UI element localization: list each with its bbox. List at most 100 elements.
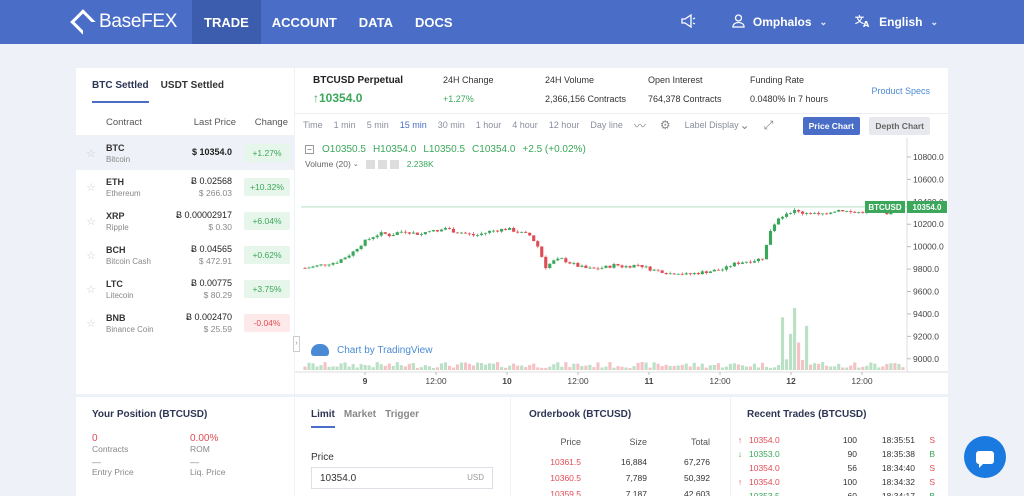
- volume-bar: [865, 365, 869, 370]
- timeframe-option[interactable]: 5 min: [366, 120, 389, 130]
- collapse-sidebar-handle[interactable]: ›: [293, 336, 300, 352]
- market-row[interactable]: ☆ BCH Bitcoin Cash Ƀ 0.04565 $ 472.91 +0.62%: [76, 238, 294, 272]
- trade-arrow-icon: ↑: [737, 477, 743, 487]
- volume-bar: [612, 367, 616, 370]
- fullscreen-icon[interactable]: ⤢: [763, 117, 774, 132]
- market-symbol: BTC: [106, 142, 125, 153]
- orderbook-row[interactable]: 10360.5 7,789 50,392: [511, 473, 730, 483]
- star-icon[interactable]: ☆: [86, 147, 96, 160]
- volume-indicator-value: 2.238K: [406, 159, 434, 169]
- candle: [576, 263, 580, 267]
- eye-icon[interactable]: [365, 159, 375, 169]
- line-chart-icon[interactable]: 〰: [633, 118, 646, 133]
- nav-account[interactable]: ACCOUNT: [271, 14, 337, 30]
- timeframe-option[interactable]: Day line: [590, 120, 623, 130]
- user-menu[interactable]: Omphalos ⌄: [732, 13, 827, 31]
- timeframe-option[interactable]: 4 hour: [512, 120, 538, 130]
- tab-limit[interactable]: Limit: [311, 409, 335, 428]
- orderbook-row[interactable]: 10359.5 7,187 42,603: [511, 489, 730, 496]
- volume-bar: [455, 364, 460, 370]
- volume-bar: [600, 367, 604, 370]
- orderbook-title: Orderbook (BTCUSD): [529, 409, 632, 420]
- market-price: Ƀ 0.00775: [190, 278, 232, 288]
- volume-bar: [720, 367, 724, 370]
- depth-chart-button[interactable]: Depth Chart: [869, 117, 930, 135]
- close-icon[interactable]: [389, 159, 399, 169]
- timeframe-option[interactable]: 15 min: [399, 120, 427, 130]
- tradingview-watermark[interactable]: Chart by TradingView: [311, 344, 432, 356]
- timeframe-option[interactable]: 1 hour: [475, 120, 502, 130]
- collapse-legend-icon[interactable]: −: [305, 145, 314, 154]
- volume-bar: [411, 363, 415, 370]
- nav-trade[interactable]: TRADE: [192, 0, 261, 44]
- tab-usdt-settled[interactable]: USDT Settled: [160, 80, 225, 91]
- timeframe-option[interactable]: 1 min: [333, 120, 356, 130]
- market-row[interactable]: ☆ XRP Ripple Ƀ 0.00002917 $ 0.30 +6.04%: [76, 204, 294, 238]
- market-row[interactable]: ☆ LTC Litecoin Ƀ 0.00775 $ 80.29 +3.75%: [76, 272, 294, 306]
- candle: [395, 232, 399, 235]
- market-row[interactable]: ☆ BNB Binance Coin Ƀ 0.002470 $ 25.59 -0.04%: [76, 306, 294, 340]
- volume-bar: [492, 363, 496, 370]
- price-input[interactable]: 10354.0 USD: [311, 467, 493, 489]
- chat-button[interactable]: [964, 436, 1006, 478]
- star-icon[interactable]: ☆: [86, 215, 96, 228]
- ohlc-delta: +2.5 (+0.02%): [522, 144, 586, 155]
- volume-bar: [572, 363, 576, 370]
- ask-size: 7,789: [625, 473, 647, 483]
- market-price: $ 10354.0: [191, 147, 232, 157]
- price-chart[interactable]: 10800.010600.010400.010200.010000.09800.…: [295, 138, 948, 394]
- candle: [375, 235, 379, 238]
- volume-bar: [696, 366, 700, 370]
- volume-indicator-label[interactable]: Volume (20): [305, 159, 351, 169]
- tab-btc-settled[interactable]: BTC Settled: [92, 80, 149, 103]
- ohlc-high: H10354.0: [372, 144, 417, 155]
- settings-icon[interactable]: [377, 159, 387, 169]
- volume-bar: [467, 363, 472, 370]
- volume-bar: [897, 363, 901, 370]
- orderbook-row[interactable]: 10361.5 16,884 67,276: [511, 457, 730, 467]
- settings-icon[interactable]: ⚙: [659, 118, 671, 132]
- volume-bar: [520, 365, 524, 370]
- market-row[interactable]: ☆ ETH Ethereum Ƀ 0.02568 $ 266.03 +10.32%: [76, 170, 294, 204]
- volume-bar: [592, 367, 596, 370]
- candle: [403, 231, 407, 233]
- last-price-tag: 10354.0: [913, 203, 942, 212]
- product-specs-link[interactable]: Product Specs: [871, 86, 930, 96]
- volume-bar: [359, 364, 363, 370]
- candle: [648, 266, 652, 271]
- timeframe-option[interactable]: 12 hour: [548, 120, 580, 130]
- nav-data[interactable]: DATA: [358, 14, 393, 30]
- nav-docs[interactable]: DOCS: [414, 14, 453, 30]
- price-chart-button[interactable]: Price Chart: [802, 117, 860, 135]
- logo[interactable]: BaseFEX: [70, 9, 192, 35]
- position-title: Your Position (BTCUSD): [92, 409, 208, 420]
- tab-market[interactable]: Market: [343, 409, 377, 420]
- star-icon[interactable]: ☆: [86, 181, 96, 194]
- volume-bar: [877, 367, 881, 370]
- ask-total: 50,392: [684, 473, 710, 483]
- volume-bar: [512, 363, 516, 370]
- market-row[interactable]: ☆ BTC Bitcoin $ 10354.0 +1.27%: [76, 136, 294, 170]
- star-icon[interactable]: ☆: [86, 317, 96, 330]
- chevron-down-icon[interactable]: ⌄: [739, 118, 750, 132]
- star-icon[interactable]: ☆: [86, 283, 96, 296]
- announcement-button[interactable]: [680, 13, 704, 31]
- volume-bar: [780, 317, 785, 370]
- candle: [724, 266, 728, 270]
- timeframe-option[interactable]: 30 min: [437, 120, 465, 130]
- chart-toolbar: Time 1 min 5 min 15 min 30 min 1 hour 4 hour 12…: [295, 114, 948, 136]
- trade-qty: 100: [842, 435, 857, 445]
- star-icon[interactable]: ☆: [86, 249, 96, 262]
- volume-bar: [797, 342, 801, 370]
- candle: [439, 229, 443, 232]
- tab-trigger[interactable]: Trigger: [385, 409, 420, 420]
- volume-bar: [351, 364, 355, 370]
- volume-bar: [772, 367, 777, 370]
- volume-bar: [496, 362, 500, 370]
- candle: [568, 262, 572, 264]
- chevron-down-icon[interactable]: ⌄: [352, 161, 359, 168]
- label-display-dropdown[interactable]: Label Display: [684, 120, 739, 130]
- chart-panel: BTCUSD Perpetual ↑10354.0 24H Change +1.…: [293, 68, 948, 394]
- candle: [459, 232, 464, 234]
